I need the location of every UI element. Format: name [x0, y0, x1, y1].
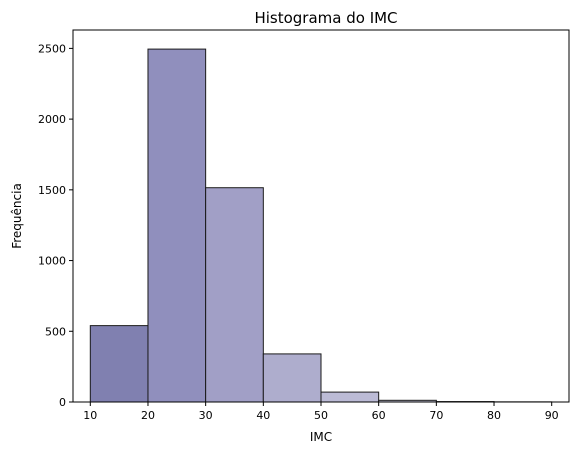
- histogram-bar-1: [147, 48, 207, 403]
- x-tick-label-6: 70: [429, 409, 443, 422]
- histogram-bar-0: [89, 325, 149, 403]
- histogram-bar-3: [262, 353, 322, 403]
- y-tick-label-0: 0: [59, 396, 66, 409]
- y-axis-ticks: 0 500 1000 1500 2000 2500: [38, 42, 73, 409]
- y-tick-label-2: 1000: [38, 255, 66, 268]
- y-tick-label-1: 500: [45, 325, 66, 338]
- y-axis-label: Frequência: [10, 183, 24, 249]
- x-tick-label-2: 30: [199, 409, 213, 422]
- x-axis-label: IMC: [310, 430, 332, 444]
- y-tick-label-4: 2000: [38, 113, 66, 126]
- x-tick-label-3: 40: [256, 409, 270, 422]
- chart-title: Histograma do IMC: [254, 9, 397, 27]
- x-tick-label-7: 80: [487, 409, 501, 422]
- x-tick-label-0: 10: [83, 409, 97, 422]
- y-tick-label-5: 2500: [38, 42, 66, 55]
- x-tick-label-8: 90: [545, 409, 559, 422]
- y-tick-label-3: 1500: [38, 184, 66, 197]
- x-axis-ticks: 10 20 30 40 50 60 70 80 90: [83, 402, 559, 422]
- x-tick-label-1: 20: [141, 409, 155, 422]
- histogram-bar-4: [320, 391, 380, 403]
- bars-group: [89, 48, 553, 403]
- x-tick-label-4: 50: [314, 409, 328, 422]
- x-tick-label-5: 60: [372, 409, 386, 422]
- histogram-bar-2: [205, 187, 264, 403]
